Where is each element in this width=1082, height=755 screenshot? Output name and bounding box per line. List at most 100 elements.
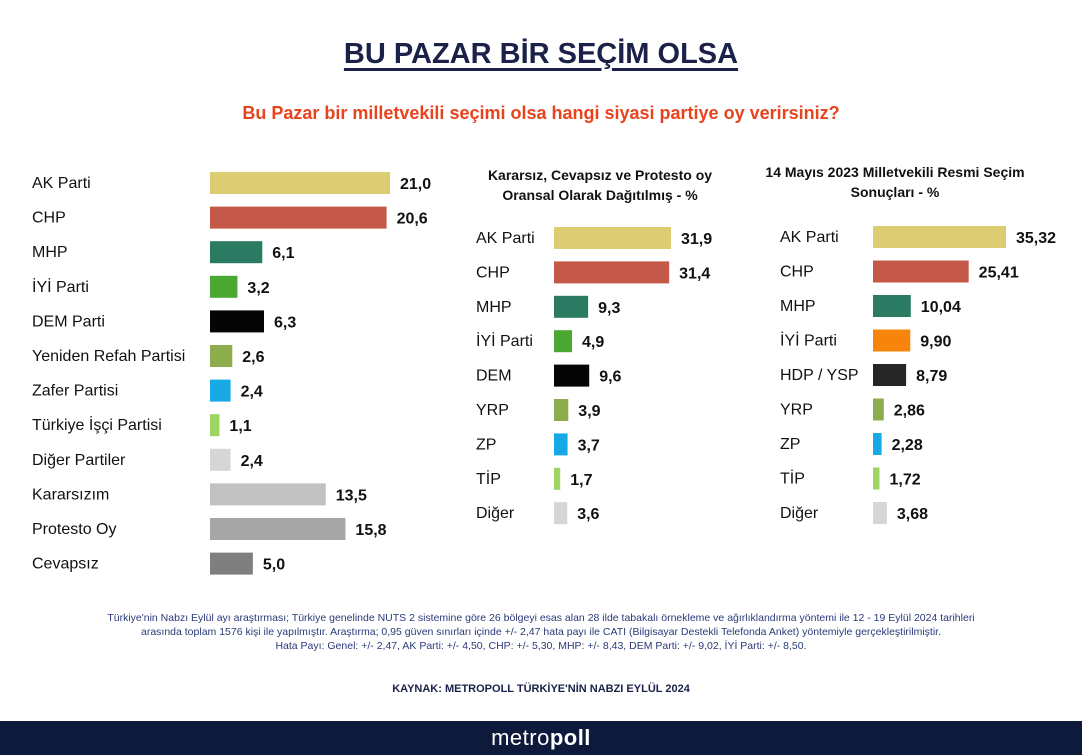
category-label: MHP	[780, 298, 816, 315]
value-label: 3,6	[577, 506, 599, 523]
category-label: Diğer	[780, 505, 819, 522]
footnote-line-2: arasında toplam 1576 kişi ile yapılmıştı…	[140, 626, 941, 638]
bar	[210, 241, 263, 264]
value-label: 20,6	[397, 211, 428, 228]
bar	[873, 467, 880, 490]
footer-bar: metropoll	[0, 721, 1082, 755]
category-label: Diğer	[476, 505, 515, 522]
bar	[873, 226, 1006, 248]
bar	[554, 261, 670, 284]
bar	[210, 552, 253, 575]
value-label: 13,5	[336, 487, 367, 504]
value-label: 8,79	[916, 368, 947, 385]
value-label: 3,68	[897, 506, 928, 523]
category-label: HDP / YSP	[780, 367, 859, 384]
value-label: 9,90	[920, 334, 951, 351]
category-label: MHP	[476, 299, 512, 316]
value-label: 1,7	[570, 472, 592, 489]
category-label: MHP	[32, 244, 68, 261]
category-label: Türkiye İşçi Partisi	[32, 415, 162, 434]
footnote-line-1: Türkiye'nin Nabzı Eylül ayı araştırması;…	[107, 612, 975, 624]
bar	[210, 345, 233, 367]
bar	[210, 414, 220, 437]
bar	[554, 227, 671, 249]
value-label: 6,3	[274, 314, 296, 331]
value-label: 1,1	[229, 418, 251, 435]
bar	[873, 433, 882, 455]
bar	[210, 310, 264, 333]
bar	[210, 483, 326, 506]
value-label: 21,0	[400, 176, 431, 193]
category-label: YRP	[476, 402, 509, 419]
category-label: AK Parti	[476, 230, 535, 247]
category-label: İYİ Parti	[32, 277, 89, 296]
category-label: Yeniden Refah Partisi	[32, 348, 185, 365]
bar-charts: AK Parti 21,0 CHP 20,6 MHP 6,1 İYİ Parti 3,2 DEM…	[32, 172, 1056, 575]
category-label: Cevapsız	[32, 556, 99, 573]
bar	[554, 295, 589, 318]
value-label: 31,9	[681, 231, 712, 248]
value-label: 5,0	[263, 557, 285, 574]
panel-title-distributed: Kararsız, Cevapsız ve Protesto oy Oransa…	[487, 167, 713, 203]
category-label: CHP	[32, 210, 66, 227]
source-credit: KAYNAK: METROPOLL TÜRKİYE'NİN NABZI EYLÜ…	[392, 683, 690, 695]
value-label: 2,28	[892, 437, 923, 454]
bar	[554, 467, 561, 490]
bar	[873, 364, 907, 386]
bar	[554, 399, 569, 421]
value-label: 9,6	[599, 369, 621, 386]
panel-title-2023-results: 14 Mayıs 2023 Milletvekili Resmi Seçim S…	[765, 164, 1025, 200]
value-label: 15,8	[355, 522, 386, 539]
category-label: Kararsızım	[32, 486, 109, 503]
value-label: 31,4	[679, 265, 710, 282]
value-label: 9,3	[598, 300, 620, 317]
value-label: 6,1	[272, 245, 294, 262]
category-label: AK Parti	[780, 229, 839, 246]
category-label: İYİ Parti	[476, 331, 533, 350]
brand-logo-part1: metro	[491, 725, 550, 750]
category-label: Zafer Partisi	[32, 383, 118, 400]
methodology-footnote: Türkiye'nin Nabzı Eylül ayı araştırması;…	[20, 611, 1062, 653]
category-label: AK Parti	[32, 175, 91, 192]
bar	[873, 260, 969, 283]
survey-question: Bu Pazar bir milletvekili seçimi olsa ha…	[242, 103, 840, 123]
category-label: CHP	[780, 264, 814, 281]
value-label: 2,4	[241, 384, 263, 401]
category-label: DEM Parti	[32, 313, 105, 330]
category-label: Diğer Partiler	[32, 452, 126, 469]
value-label: 2,86	[894, 403, 925, 420]
value-label: 35,32	[1016, 230, 1056, 247]
category-label: ZP	[476, 436, 496, 453]
category-label: CHP	[476, 264, 510, 281]
bar	[210, 172, 390, 194]
bar	[554, 330, 572, 353]
bar	[554, 502, 568, 525]
value-label: 3,9	[578, 403, 600, 420]
value-label: 25,41	[979, 265, 1019, 282]
bar	[873, 329, 911, 352]
category-label: TİP	[780, 469, 805, 488]
bar	[554, 433, 568, 456]
bar	[210, 448, 231, 471]
value-label: 4,9	[582, 334, 604, 351]
bar	[210, 518, 346, 540]
bar	[210, 275, 238, 298]
category-label: DEM	[476, 368, 512, 385]
bar	[873, 295, 911, 317]
value-label: 10,04	[921, 299, 961, 316]
page-title: BU PAZAR BİR SEÇİM OLSA	[343, 38, 739, 70]
bar	[210, 206, 387, 229]
category-label: İYİ Parti	[780, 331, 837, 350]
category-label: ZP	[780, 436, 800, 453]
category-label: YRP	[780, 402, 813, 419]
bar	[210, 379, 231, 402]
bar	[873, 502, 887, 524]
brand-logo-part2: poll	[549, 725, 591, 750]
footnote-line-3: Hata Payı: Genel: +/- 2,47, AK Parti: +/…	[275, 640, 807, 652]
value-label: 1,72	[889, 472, 920, 489]
bar	[554, 364, 590, 387]
category-label: TİP	[476, 469, 501, 488]
category-label: Protesto Oy	[32, 521, 116, 538]
value-label: 3,2	[247, 280, 269, 297]
value-label: 3,7	[578, 437, 600, 454]
